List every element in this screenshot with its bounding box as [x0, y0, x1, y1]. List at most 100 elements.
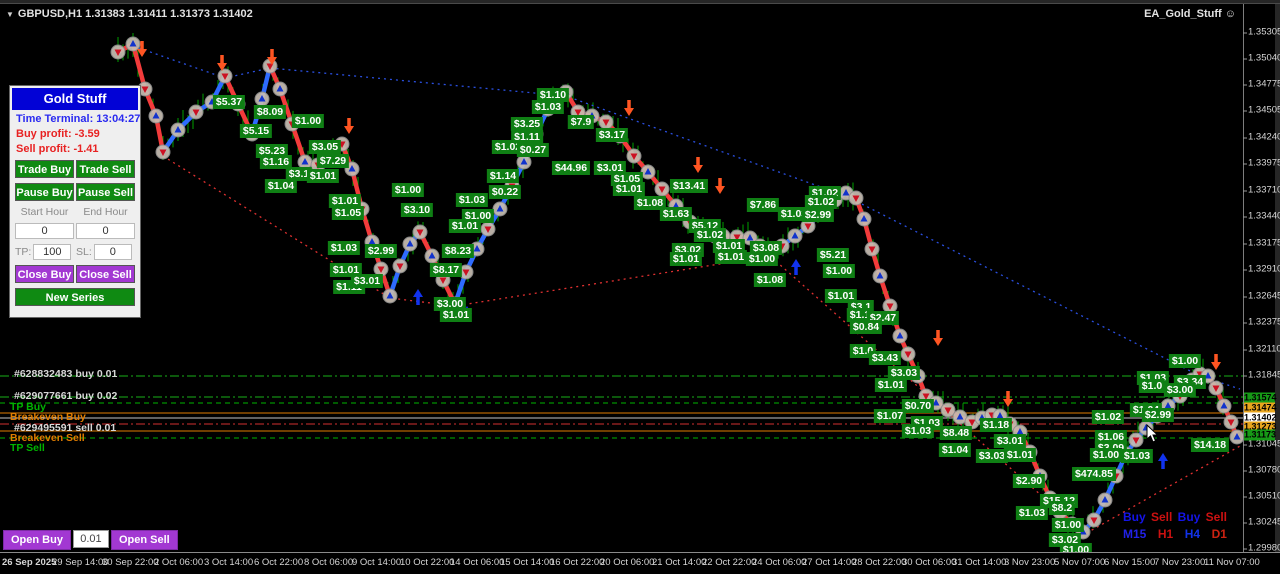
profit-label: $1.08 [633, 196, 667, 210]
panel-title[interactable]: Gold Stuff [12, 88, 138, 110]
close-buy-button[interactable]: Close Buy [15, 265, 74, 283]
level-line-label: Breakeven Buy [10, 411, 86, 423]
timeframe-row: M15 H1 H4 D1 [1123, 527, 1227, 541]
profit-label: $1.02 [1091, 410, 1125, 424]
open-buy-button[interactable]: Open Buy [3, 530, 71, 550]
sell-arrow-icon [715, 186, 725, 194]
time-tick: 5 Nov 07:00 [1054, 557, 1106, 568]
profit-label: $1.18 [979, 418, 1013, 432]
time-tick: 3 Nov 23:00 [1004, 557, 1056, 568]
symbol-header[interactable]: ▼ GBPUSD,H1 1.31383 1.31411 1.31373 1.314… [6, 8, 253, 20]
gold-stuff-panel: Gold Stuff Time Terminal: 13:04:27 Buy p… [9, 85, 141, 318]
time-tick: 29 Sep 14:00 [52, 557, 109, 568]
trade-sell-button[interactable]: Trade Sell [76, 160, 135, 178]
smiley-icon[interactable]: ☺ [1224, 8, 1236, 20]
trade-buy-button[interactable]: Trade Buy [15, 160, 74, 178]
trade-marker [856, 211, 872, 227]
time-tick: 6 Oct 22:00 [254, 557, 304, 568]
price-tag: 1.31402 [1244, 412, 1277, 424]
price-tick: 1.34775 [1242, 79, 1280, 90]
trade-marker [800, 218, 816, 234]
trade-marker [872, 268, 888, 284]
sl-input[interactable] [93, 244, 132, 260]
profit-label: $1.1 [846, 308, 874, 322]
price-tick: 1.30245 [1242, 517, 1280, 528]
trade-marker [110, 44, 126, 60]
level-line-label: #628832483 buy 0.01 [14, 368, 118, 380]
profit-label: $3.05 [308, 140, 342, 154]
profit-label: $2.99 [1141, 408, 1175, 422]
trade-marker [412, 224, 428, 240]
open-sell-button[interactable]: Open Sell [110, 530, 178, 550]
time-tick: 6 Nov 15:00 [1104, 557, 1156, 568]
trade-marker [424, 248, 440, 264]
sell-profit: Sell profit: -1.41 [16, 143, 99, 155]
chevron-down-icon[interactable]: ▼ [6, 10, 14, 19]
profit-label: $7.29 [316, 154, 350, 168]
time-axis[interactable]: 26 Sep 2025 29 Sep 14:00 30 Sep 22:00 2 Oct… [0, 552, 1280, 574]
sell-arrow-icon [267, 57, 277, 65]
level-line-label: TP Buy [10, 401, 46, 413]
window-frame [0, 0, 1280, 4]
window-frame-right [1275, 4, 1280, 574]
profit-label: $1.10 [536, 88, 570, 102]
trade-marker [217, 68, 233, 84]
profit-label: $3.17 [595, 128, 629, 142]
trade-marker [640, 164, 656, 180]
start-hour-input[interactable] [15, 223, 74, 239]
trade-marker [1216, 398, 1232, 414]
trade-marker [125, 36, 141, 52]
chart-area[interactable]: $5.37 $8.09 $1.00 $5.15 $3.05 $5.23 $1.16 $7.29… [0, 4, 1243, 557]
tp-input[interactable] [33, 244, 72, 260]
time-tick: 3 Oct 14:00 [204, 557, 254, 568]
trade-marker [402, 236, 418, 252]
time-tick: 27 Oct 14:00 [802, 557, 857, 568]
profit-label: $0.22 [488, 185, 522, 199]
close-sell-button[interactable]: Close Sell [76, 265, 135, 283]
end-hour-input[interactable] [76, 223, 135, 239]
price-chart-canvas[interactable] [0, 4, 1243, 552]
profit-label: $1.01 [439, 308, 473, 322]
profit-label: $1.0 [1138, 379, 1166, 393]
trade-marker [188, 104, 204, 120]
price-tick: 1.30780 [1242, 465, 1280, 476]
time-tick: 9 Oct 14:00 [352, 557, 402, 568]
price-tick: 1.35040 [1242, 53, 1280, 64]
sell-arrow-icon [693, 165, 703, 173]
profit-label: $5.23 [255, 144, 289, 158]
level-line-label: Breakeven Sell [10, 432, 85, 444]
price-tag: 1.31574 [1244, 392, 1277, 404]
lot-size-input[interactable] [72, 530, 109, 548]
pause-sell-button[interactable]: Pause Sell [76, 183, 135, 201]
time-tick: 2 Oct 06:00 [154, 557, 204, 568]
profit-label: $1.01 [824, 289, 858, 303]
time-tick: 22 Oct 22:00 [702, 557, 757, 568]
price-axis[interactable]: 1.35305 1.35040 1.34775 1.34505 1.34240 1.339… [1242, 4, 1280, 554]
profit-label: $1.00 [1089, 448, 1123, 462]
profit-label: $1.03 [531, 100, 565, 114]
price-tick: 1.33975 [1242, 158, 1280, 169]
time-tick: 7 Nov 23:00 [1154, 557, 1206, 568]
profit-label: $1.02 [693, 228, 727, 242]
price-tick: 1.34240 [1242, 132, 1280, 143]
pause-buy-button[interactable]: Pause Buy [15, 183, 74, 201]
trade-marker [1097, 492, 1113, 508]
timeframe-label: M15 [1123, 527, 1147, 541]
new-series-button[interactable]: New Series [15, 288, 135, 306]
sell-arrow-icon [1003, 399, 1013, 407]
sell-arrow-icon [624, 108, 634, 116]
profit-label: $0.84 [849, 320, 883, 334]
price-tag: 1.31474 [1244, 402, 1277, 414]
trade-marker [598, 114, 614, 130]
trade-marker [480, 221, 496, 237]
profit-label: $1.03 [1120, 449, 1154, 463]
sell-arrow-icon [933, 338, 943, 346]
trend-row: Buy Sell Buy Sell [1123, 510, 1227, 524]
time-tick: 31 Oct 14:00 [952, 557, 1007, 568]
time-tick: 15 Oct 14:00 [500, 557, 555, 568]
buy-arrow-icon [1158, 453, 1168, 461]
profit-label: $5.37 [212, 95, 246, 109]
end-hour-label: End Hour [83, 206, 128, 218]
trade-marker [626, 148, 642, 164]
trend-direction-label: Sell [1205, 510, 1227, 524]
